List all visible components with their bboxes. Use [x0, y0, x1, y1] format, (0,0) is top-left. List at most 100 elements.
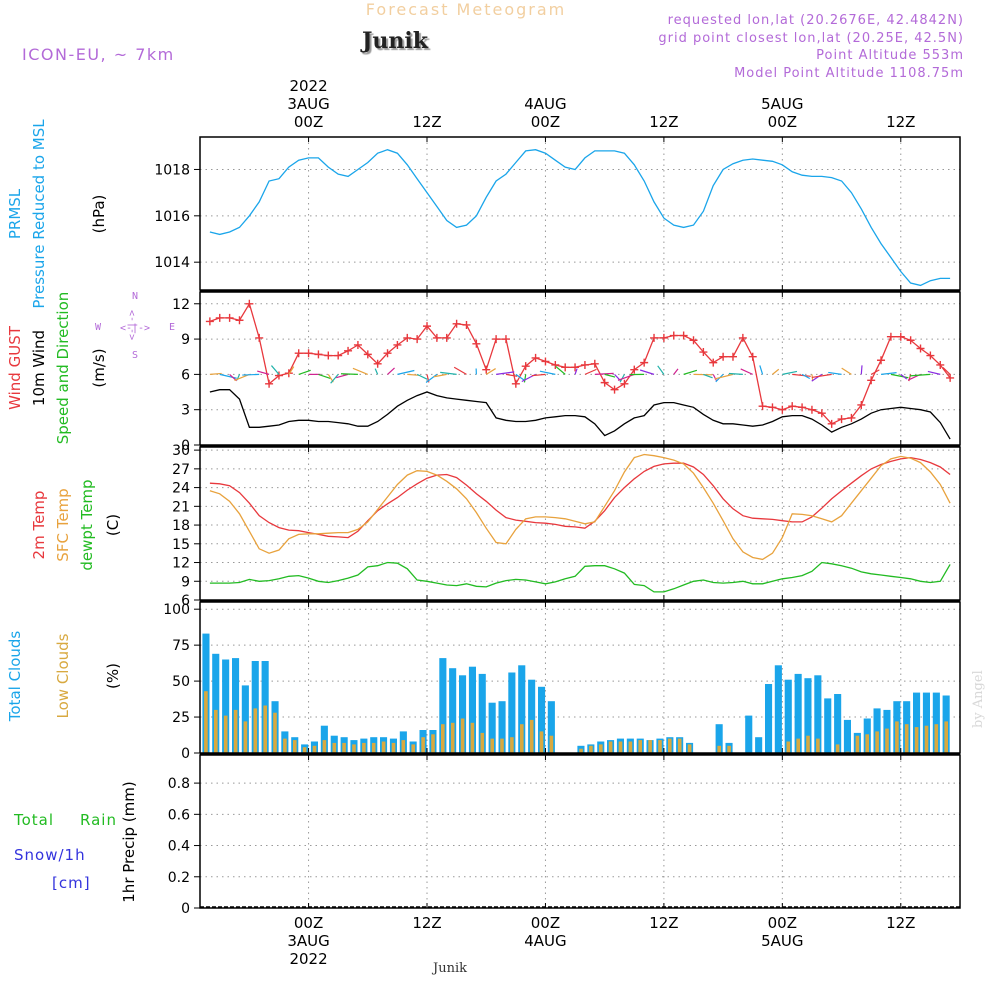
low-cloud-bar	[243, 721, 248, 753]
time-axis-bottom-label: 00Z	[531, 914, 560, 932]
gust-point	[255, 333, 264, 342]
total-cloud-bar	[518, 665, 526, 753]
gust-point	[482, 365, 491, 374]
total-cloud-bar	[715, 724, 723, 753]
y-tick-label: 6	[181, 593, 190, 609]
time-axis-top-label: 12Z	[412, 113, 441, 131]
temp-series-line	[209, 456, 951, 539]
low-cloud-bar	[480, 732, 485, 753]
low-cloud-bar	[332, 742, 337, 753]
y-tick-label: 0.8	[168, 776, 190, 792]
time-axis-top-label: 5AUG	[761, 95, 803, 113]
gust-point	[541, 357, 550, 366]
low-cloud-bar	[520, 724, 524, 753]
time-axis-bottom-label: 3AUG	[287, 932, 329, 950]
precip-label: Rain	[80, 811, 117, 829]
pressure-series-line	[209, 149, 951, 287]
gust-point	[926, 351, 935, 360]
y-tick-label: 50	[172, 674, 190, 690]
gridpoint-coords: grid point closest lon,lat (20.25E, 42.5…	[658, 31, 964, 46]
low-cloud-bar	[806, 735, 810, 753]
gust-point	[580, 360, 589, 369]
wind-direction-arrow	[330, 373, 339, 384]
y-tick-label: 75	[172, 638, 190, 654]
gust-point	[383, 349, 392, 358]
wind-side-label: Speed and Direction	[54, 292, 72, 445]
total-cloud-bar	[232, 658, 240, 753]
low-cloud-bar	[223, 715, 228, 753]
low-cloud-bar	[263, 705, 267, 753]
wind-direction-arrow	[792, 373, 811, 377]
low-cloud-bar	[401, 740, 406, 753]
wind-direction-arrow	[531, 373, 546, 377]
wind-direction-arrow	[870, 369, 880, 375]
total-cloud-bar	[241, 685, 249, 753]
total-cloud-bar	[449, 668, 457, 753]
wind-direction-arrow	[584, 368, 597, 375]
time-axis-bottom-label: 5AUG	[761, 932, 803, 950]
gust-point	[610, 385, 619, 394]
total-cloud-bar	[765, 684, 773, 753]
total-cloud-bar	[459, 675, 467, 753]
y-tick-label: 9	[181, 574, 190, 590]
total-cloud-bar	[528, 679, 536, 753]
wind-direction-arrow	[673, 368, 679, 375]
low-cloud-bar	[687, 744, 692, 753]
time-axis-bottom-label: 12Z	[649, 914, 678, 932]
wind-direction-arrow	[352, 367, 369, 375]
wind-direction-arrow	[440, 371, 457, 375]
y-tick-label: 27	[172, 462, 190, 478]
gust-point	[768, 403, 777, 412]
wind-direction-arrow	[811, 373, 823, 382]
wind-direction-arrow	[515, 373, 525, 381]
low-cloud-bar	[470, 722, 475, 753]
low-cloud-bar	[816, 738, 820, 753]
y-tick-label: 1018	[154, 162, 190, 178]
low-cloud-bar	[391, 742, 396, 753]
low-cloud-bar	[579, 748, 583, 753]
chart-title: Forecast Meteogram	[366, 0, 566, 19]
wind-direction-arrow	[604, 373, 616, 378]
low-cloud-bar	[658, 740, 662, 753]
low-cloud-bar	[510, 737, 514, 753]
gust-point	[896, 332, 905, 341]
gust-point	[413, 335, 422, 344]
low-cloud-bar	[835, 744, 840, 753]
time-axis-bottom-label: 12Z	[412, 914, 441, 932]
gust-point	[669, 331, 678, 340]
temp-unit-label: (C)	[104, 514, 122, 536]
temp-side-label: SFC Temp	[54, 488, 72, 561]
total-cloud-bar	[222, 659, 230, 753]
wind-direction-arrow	[714, 373, 734, 380]
gust-point	[403, 333, 412, 342]
gust-point	[294, 349, 303, 358]
labels-layer: 1014101610180369126912151821242730025507…	[6, 77, 915, 968]
gust-point	[353, 340, 362, 349]
low-cloud-bar	[677, 738, 682, 753]
gust-point	[205, 317, 214, 326]
wind-direction-arrow	[288, 366, 295, 375]
low-cloud-bar	[460, 718, 465, 753]
wind-direction-arrow	[728, 372, 743, 375]
gust-point	[235, 316, 244, 325]
pressure-side-label: PRMSL	[6, 188, 24, 239]
compass-we: <-|->	[120, 323, 150, 334]
gust-point	[571, 363, 580, 372]
clouds-side-label: Low Clouds	[54, 633, 72, 718]
low-cloud-bar	[450, 722, 455, 753]
gust-point	[492, 335, 501, 344]
low-cloud-bar	[411, 744, 415, 753]
low-cloud-bar	[668, 738, 672, 753]
time-axis-top-label: 3AUG	[287, 95, 329, 113]
wind-direction-arrow	[433, 373, 447, 378]
gust-point	[867, 376, 876, 385]
wind-direction-arrow	[811, 373, 832, 379]
wind-direction-arrow	[219, 373, 237, 379]
y-tick-label: 12	[172, 297, 190, 313]
low-cloud-bar	[628, 741, 633, 753]
precip-unit-label: 1hr Precip (mm)	[120, 781, 138, 902]
y-tick-label: 1014	[154, 255, 190, 271]
low-cloud-bar	[875, 731, 879, 753]
low-cloud-bar	[500, 738, 504, 753]
gust-point	[817, 409, 826, 418]
